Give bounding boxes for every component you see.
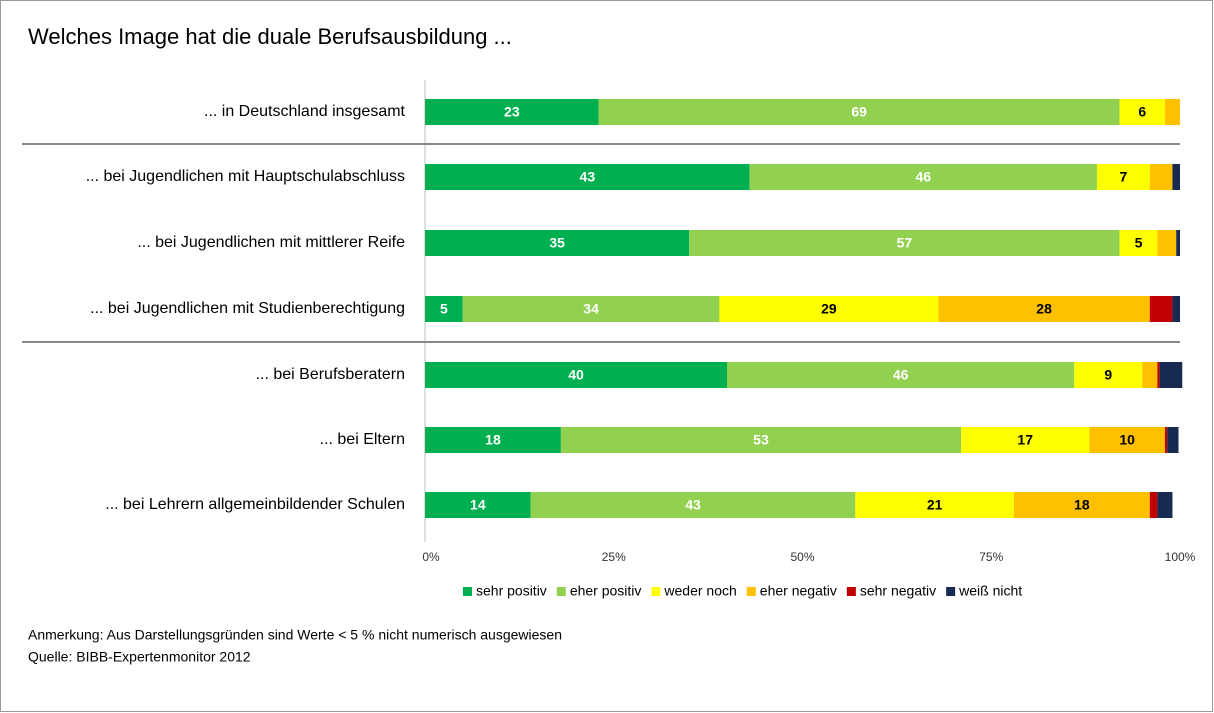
value-label: 35	[549, 235, 565, 251]
value-label: 17	[1017, 432, 1033, 448]
bar-segment	[1149, 164, 1173, 190]
bar-segment	[1013, 492, 1150, 518]
bar-segment	[689, 230, 1120, 256]
value-label: 46	[916, 169, 932, 185]
bar-segment	[1167, 427, 1179, 453]
category-label: ... bei Jugendlichen mit Hauptschulabsch…	[86, 168, 405, 185]
bar-segment	[1149, 492, 1158, 518]
bar-segment	[425, 230, 690, 256]
legend-label: sehr positiv	[476, 583, 547, 599]
legend-label: eher negativ	[760, 583, 837, 599]
value-label: 28	[1036, 301, 1052, 317]
bar-segment	[1172, 164, 1180, 190]
value-label: 23	[504, 104, 520, 120]
value-label: 5	[440, 301, 448, 317]
value-label: 21	[927, 497, 943, 513]
legend-swatch	[746, 587, 756, 596]
bar-segment	[727, 362, 1075, 388]
bar-segment	[855, 492, 1014, 518]
x-tick-label: 0%	[422, 550, 440, 564]
value-label: 9	[1104, 367, 1112, 383]
value-label: 53	[753, 432, 769, 448]
bar-segment	[425, 296, 463, 322]
bar-segment	[530, 492, 856, 518]
bar-segment	[1164, 99, 1180, 125]
bar-segment	[961, 427, 1090, 453]
value-label: 10	[1119, 432, 1135, 448]
legend-swatch	[556, 587, 566, 596]
x-tick-label: 75%	[979, 550, 1003, 564]
value-label: 5	[1135, 235, 1143, 251]
category-label: ... bei Jugendlichen mit mittlerer Reife	[137, 234, 405, 251]
x-tick-label: 25%	[602, 550, 626, 564]
value-label: 7	[1119, 169, 1127, 185]
bar-segment	[425, 362, 727, 388]
legend-label: eher positiv	[570, 583, 642, 599]
bar-segment	[425, 427, 561, 453]
bar-segment	[1149, 296, 1173, 322]
value-label: 29	[821, 301, 837, 317]
legend-swatch	[846, 587, 856, 596]
bar-segment	[425, 164, 750, 190]
bar-segment	[425, 99, 599, 125]
category-label: ... bei Lehrern allgemeinbildender Schul…	[105, 496, 405, 513]
legend-swatch	[946, 587, 956, 596]
note: Anmerkung: Aus Darstellungsgründen sind …	[28, 627, 562, 643]
value-label: 69	[851, 104, 867, 120]
bar-segment	[1157, 362, 1160, 388]
value-label: 46	[893, 367, 909, 383]
x-tick-label: 100%	[1165, 550, 1196, 564]
bar-segment	[1142, 362, 1158, 388]
bar-segment	[1119, 230, 1158, 256]
value-label: 43	[580, 169, 596, 185]
bar-segment	[1172, 296, 1180, 322]
x-tick-label: 50%	[790, 550, 814, 564]
legend-label: weder noch	[663, 583, 736, 599]
value-label: 18	[485, 432, 501, 448]
legend-swatch	[651, 587, 661, 596]
category-label: ... bei Jugendlichen mit Studienberechti…	[90, 300, 405, 317]
bar-segment	[425, 492, 531, 518]
bar-segment	[1096, 164, 1150, 190]
bar-segment	[560, 427, 962, 453]
bar-segment	[1074, 362, 1143, 388]
bar-segment	[1157, 492, 1173, 518]
bar-segment	[938, 296, 1150, 322]
value-label: 18	[1074, 497, 1090, 513]
bar-segment	[598, 99, 1120, 125]
value-label: 57	[897, 235, 913, 251]
legend-swatch	[463, 587, 472, 596]
legend-label: sehr negativ	[860, 583, 936, 599]
chart-title: Welches Image hat die duale Berufsausbil…	[28, 24, 512, 49]
legend-label: weiß nicht	[958, 583, 1022, 599]
value-label: 34	[583, 301, 599, 317]
value-label: 14	[470, 497, 486, 513]
category-label: ... bei Berufsberatern	[256, 366, 405, 383]
value-label: 6	[1138, 104, 1146, 120]
bar-segment	[1119, 99, 1165, 125]
bar-segment	[1089, 427, 1165, 453]
value-label: 40	[568, 367, 584, 383]
value-label: 43	[685, 497, 701, 513]
category-label: ... in Deutschland insgesamt	[204, 103, 406, 120]
note: Quelle: BIBB-Expertenmonitor 2012	[28, 649, 251, 665]
bar-segment	[462, 296, 720, 322]
category-label: ... bei Eltern	[320, 431, 405, 448]
bar-segment	[1157, 230, 1177, 256]
bar-segment	[719, 296, 939, 322]
bar-segment	[749, 164, 1097, 190]
bar-segment	[1164, 427, 1168, 453]
bar-segment	[1176, 230, 1180, 256]
bar-segment	[1159, 362, 1183, 388]
